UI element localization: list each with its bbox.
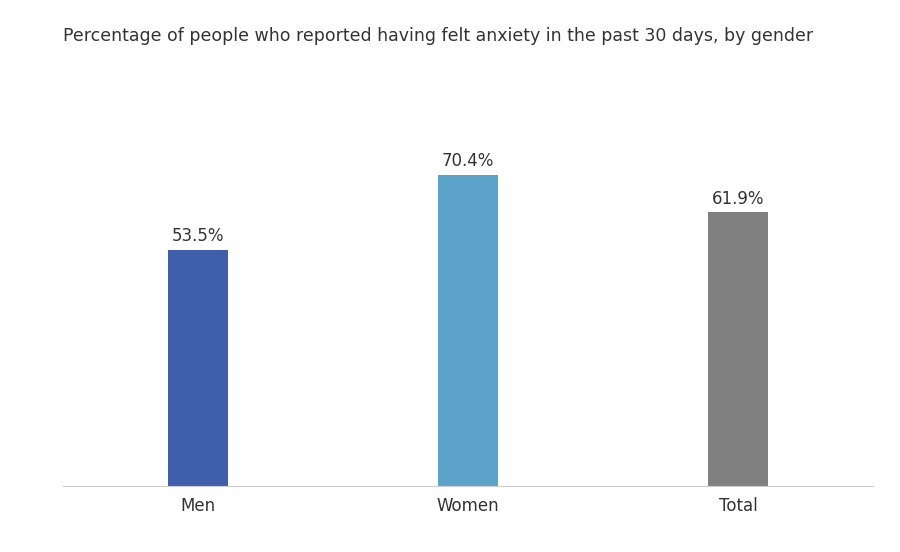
Text: Percentage of people who reported having felt anxiety in the past 30 days, by ge: Percentage of people who reported having… (63, 27, 813, 45)
Bar (438, 175, 498, 486)
Text: 53.5%: 53.5% (172, 227, 224, 245)
Bar (708, 213, 768, 486)
Bar (168, 250, 228, 486)
Text: 70.4%: 70.4% (442, 152, 494, 171)
Text: 61.9%: 61.9% (712, 190, 764, 208)
